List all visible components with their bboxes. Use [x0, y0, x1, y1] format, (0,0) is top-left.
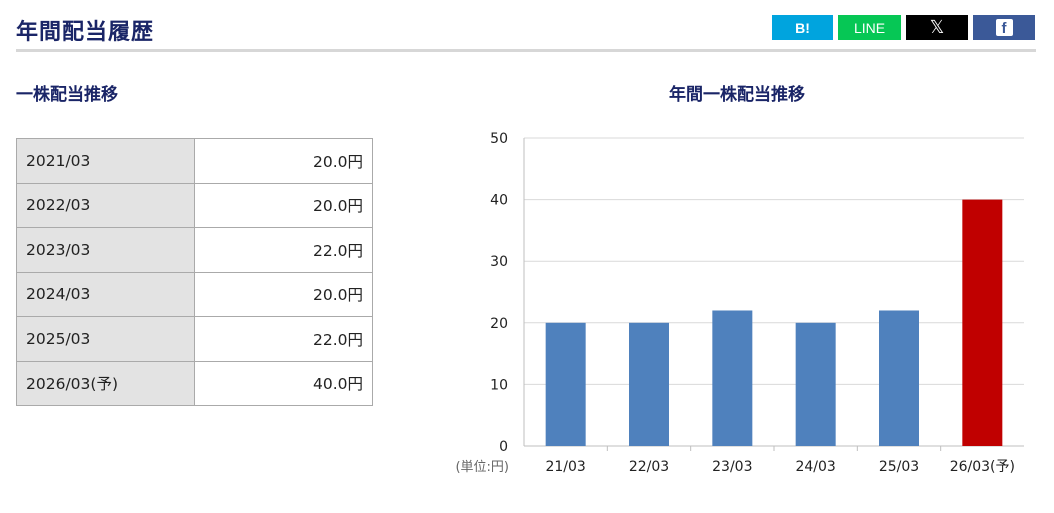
bar — [795, 322, 836, 446]
table-row: 2026/03(予) 40.0円 — [16, 360, 373, 406]
dividend-table-title: 一株配当推移 — [16, 85, 118, 105]
x-icon: 𝕏 — [929, 17, 945, 37]
facebook-share-button[interactable]: f — [973, 15, 1035, 40]
x-share-button[interactable]: 𝕏 — [906, 15, 968, 40]
period-cell: 2024/03 — [16, 271, 195, 317]
title-divider — [16, 49, 1036, 52]
amount-cell: 40.0円 — [194, 360, 373, 406]
hatena-bookmark-button[interactable]: B! — [772, 15, 833, 40]
x-tick-label: 26/03(予) — [950, 459, 1015, 475]
x-tick-label: 24/03 — [795, 459, 835, 475]
y-tick-label: 10 — [490, 377, 508, 393]
x-tick-label: 23/03 — [712, 459, 752, 475]
y-tick-label: 0 — [499, 439, 508, 455]
line-icon: LINE — [853, 19, 886, 36]
bar — [712, 310, 753, 446]
line-share-button[interactable]: LINE — [838, 15, 901, 40]
table-row: 2022/03 20.0円 — [16, 182, 373, 228]
amount-cell: 20.0円 — [194, 138, 373, 184]
unit-label: (単位:円) — [455, 459, 509, 475]
dividend-table: 2021/03 20.0円 2022/03 20.0円 2023/03 22.0円 2024… — [16, 138, 373, 406]
table-row: 2021/03 20.0円 — [16, 138, 373, 184]
facebook-icon: f — [995, 19, 1013, 36]
share-buttons: B! LINE 𝕏 f — [772, 15, 1035, 40]
y-tick-label: 20 — [490, 316, 508, 332]
y-tick-label: 40 — [490, 193, 508, 209]
table-row: 2025/03 22.0円 — [16, 316, 373, 362]
bar — [962, 199, 1003, 446]
bar — [879, 310, 919, 446]
amount-cell: 22.0円 — [194, 316, 373, 362]
table-row: 2024/03 20.0円 — [16, 271, 373, 317]
bar — [629, 322, 669, 446]
period-cell: 2026/03(予) — [16, 360, 195, 406]
amount-cell: 20.0円 — [194, 271, 373, 317]
amount-cell: 22.0円 — [194, 227, 373, 273]
x-tick-label: 25/03 — [879, 459, 919, 475]
x-tick-label: 22/03 — [629, 459, 669, 475]
table-row: 2023/03 22.0円 — [16, 227, 373, 273]
x-tick-label: 21/03 — [545, 459, 585, 475]
bar — [545, 322, 586, 446]
hatena-icon: B! — [795, 19, 810, 36]
period-cell: 2023/03 — [16, 227, 195, 273]
page-title: 年間配当履歴 — [16, 20, 155, 45]
amount-cell: 20.0円 — [194, 182, 373, 228]
chart-title: 年間一株配当推移 — [669, 85, 805, 105]
period-cell: 2021/03 — [16, 138, 195, 184]
y-tick-label: 50 — [490, 131, 508, 147]
dividend-bar-chart: 0 10 20 30 40 50 21/03 22/03 23/03 24/03 25/03 26/0… — [455, 131, 1024, 475]
period-cell: 2025/03 — [16, 316, 195, 362]
y-tick-label: 30 — [490, 254, 508, 270]
period-cell: 2022/03 — [16, 182, 195, 228]
